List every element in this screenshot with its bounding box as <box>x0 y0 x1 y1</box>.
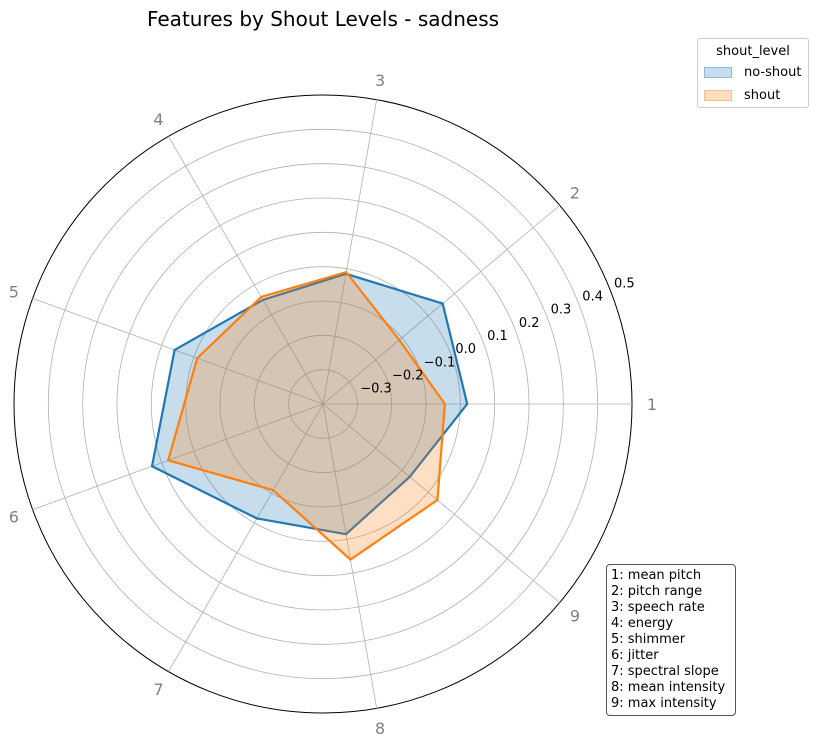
legend-item-no-shout: no-shout <box>704 64 801 80</box>
legend: shout_level no-shout shout <box>697 38 809 108</box>
radial-tick-label: −0.3 <box>360 382 392 397</box>
key-line-1: 1: mean pitch <box>611 568 702 583</box>
radial-tick-label: 0.2 <box>519 316 540 331</box>
polar-grid <box>13 94 633 714</box>
spoke-2 <box>322 205 560 405</box>
category-label-8: 8 <box>375 719 385 738</box>
chart-title: Features by Shout Levels - sadness <box>147 7 499 31</box>
radial-tick-label: 0.1 <box>487 329 508 344</box>
radial-tick-label: 0.5 <box>614 276 635 291</box>
key-line-3: 3: speech rate <box>611 600 705 615</box>
spoke-9 <box>322 403 560 603</box>
feature-key: 1: mean pitch 2: pitch range 3: speech r… <box>606 564 736 716</box>
category-label-4: 4 <box>153 110 163 129</box>
radial-tick-label: −0.2 <box>392 368 424 383</box>
key-line-6: 6: jitter <box>611 648 659 663</box>
category-label-1: 1 <box>647 395 657 414</box>
key-line-4: 4: energy <box>611 616 674 631</box>
category-label-5: 5 <box>9 282 19 301</box>
legend-swatch-no-shout <box>704 66 732 78</box>
series-no-shout <box>150 272 469 536</box>
spoke-4 <box>168 136 324 405</box>
category-label-7: 7 <box>153 680 163 699</box>
category-label-9: 9 <box>570 606 580 625</box>
radial-tick-label: 0.3 <box>551 303 572 318</box>
key-line-9: 9: max intensity <box>611 696 717 711</box>
radial-tick-label: −0.1 <box>424 355 456 370</box>
category-label-6: 6 <box>9 508 19 527</box>
category-label-3: 3 <box>375 71 385 90</box>
key-line-8: 8: mean intensity <box>611 680 726 695</box>
category-label-2: 2 <box>570 184 580 203</box>
spoke-6 <box>32 403 324 511</box>
legend-swatch-shout <box>704 89 732 101</box>
spoke-3 <box>322 99 378 405</box>
radial-tick-label: 0.4 <box>582 290 603 305</box>
radial-tick-label: 0.0 <box>455 342 476 357</box>
legend-item-shout: shout <box>704 87 780 103</box>
legend-label-shout: shout <box>744 87 781 103</box>
key-line-7: 7: spectral slope <box>611 664 719 679</box>
key-line-2: 2: pitch range <box>611 584 703 599</box>
series-shout <box>167 271 446 561</box>
spoke-7 <box>168 403 324 672</box>
axis-labels: 1 2 3 4 5 6 7 8 9 −0.3−0.2−0.10.0 0.1 0.2 0.3 0.4 0.5 <box>9 71 657 738</box>
series-layer <box>150 271 469 561</box>
spoke-5 <box>32 297 324 405</box>
key-line-5: 5: shimmer <box>611 632 686 647</box>
legend-title: shout_level <box>716 44 790 59</box>
spoke-8 <box>322 403 378 709</box>
legend-label-no-shout: no-shout <box>744 64 802 80</box>
